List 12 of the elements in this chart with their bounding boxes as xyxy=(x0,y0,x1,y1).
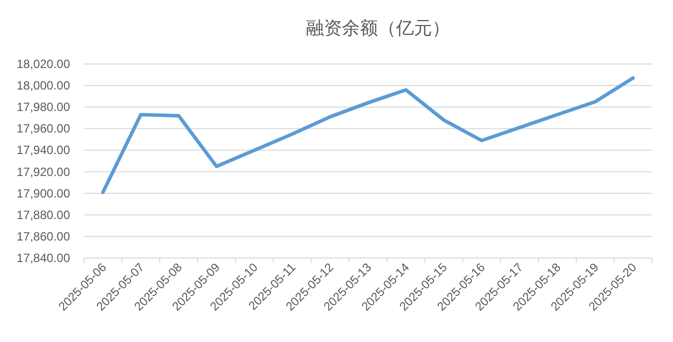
chart-title: 融资余额（亿元） xyxy=(306,18,450,38)
y-tick-label: 17,980.00 xyxy=(16,100,70,114)
y-tick-label: 18,000.00 xyxy=(16,78,70,93)
y-tick-label: 17,860.00 xyxy=(16,229,70,244)
y-tick-label: 17,960.00 xyxy=(16,122,70,136)
y-tick-label: 17,940.00 xyxy=(16,143,70,158)
y-tick-label: 17,900.00 xyxy=(16,186,70,200)
y-tick-label: 17,920.00 xyxy=(16,164,70,179)
y-tick-label: 18,020.00 xyxy=(16,57,70,71)
y-tick-label: 17,880.00 xyxy=(16,208,70,222)
line-series xyxy=(101,76,635,194)
y-tick-label: 17,840.00 xyxy=(16,251,70,265)
